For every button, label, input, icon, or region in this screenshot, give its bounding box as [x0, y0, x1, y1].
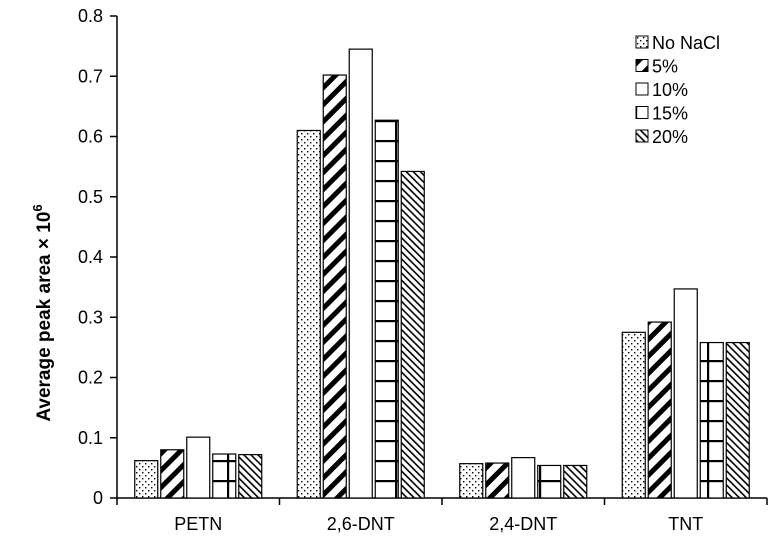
legend-swatch [635, 106, 649, 119]
y-tick-label: 0.5 [78, 187, 103, 207]
y-tick-label: 0.3 [78, 307, 103, 327]
y-tick-label: 0.7 [78, 66, 103, 86]
bar-24dnt-2 [511, 457, 536, 499]
y-tick-label: 0.1 [78, 428, 103, 448]
x-category-label: PETN [174, 514, 222, 534]
bar-26dnt-1 [322, 74, 347, 499]
bar-24dnt-3 [537, 464, 562, 499]
bar-26dnt-0 [296, 129, 321, 499]
legend: No NaCl 5% 10% 15% 20% [635, 33, 720, 147]
bar-tnt-0 [621, 331, 646, 499]
bar-petn-2 [186, 436, 211, 499]
bar-petn-4 [238, 454, 263, 499]
bar-tnt-1 [647, 321, 672, 499]
y-axis-label-exponent: 6 [30, 204, 45, 211]
bar-26dnt-2 [348, 48, 373, 499]
y-tick-label: 0 [93, 488, 103, 508]
legend-swatch [635, 129, 649, 143]
y-tick-label: 0.6 [78, 127, 103, 147]
y-tick-label: 0.8 [78, 6, 103, 26]
bar-tnt-3 [699, 341, 724, 499]
bar-petn-3 [212, 453, 237, 499]
legend-label: 15% [652, 104, 688, 124]
bar-tnt-2 [673, 288, 698, 499]
x-category-labels: PETN 2,6-DNT 2,4-DNT TNT [174, 514, 703, 534]
x-category-label: TNT [668, 514, 703, 534]
bars [134, 48, 750, 499]
legend-label: 5% [652, 57, 678, 77]
legend-label: No NaCl [652, 33, 720, 53]
legend-label: 10% [652, 80, 688, 100]
bar-26dnt-4 [400, 170, 425, 499]
bar-24dnt-0 [459, 463, 484, 499]
legend-swatch [635, 82, 649, 96]
y-tick-label: 0.2 [78, 368, 103, 388]
legend-swatch [635, 59, 649, 72]
bar-petn-0 [134, 460, 159, 499]
legend-label: 20% [652, 127, 688, 147]
x-category-label: 2,6-DNT [327, 514, 395, 534]
bar-petn-1 [160, 449, 185, 499]
x-category-label: 2,4-DNT [489, 514, 557, 534]
y-tick-labels: 0 0.1 0.2 0.3 0.4 0.5 0.6 0.7 0.8 [78, 6, 103, 508]
bar-24dnt-4 [563, 464, 588, 499]
y-axis-label: Average peak area × 106 [30, 204, 55, 421]
y-tick-label: 0.4 [78, 247, 103, 267]
bar-24dnt-1 [485, 462, 510, 499]
bar-tnt-4 [725, 341, 750, 499]
bar-26dnt-3 [374, 119, 399, 499]
legend-swatch [635, 35, 649, 49]
